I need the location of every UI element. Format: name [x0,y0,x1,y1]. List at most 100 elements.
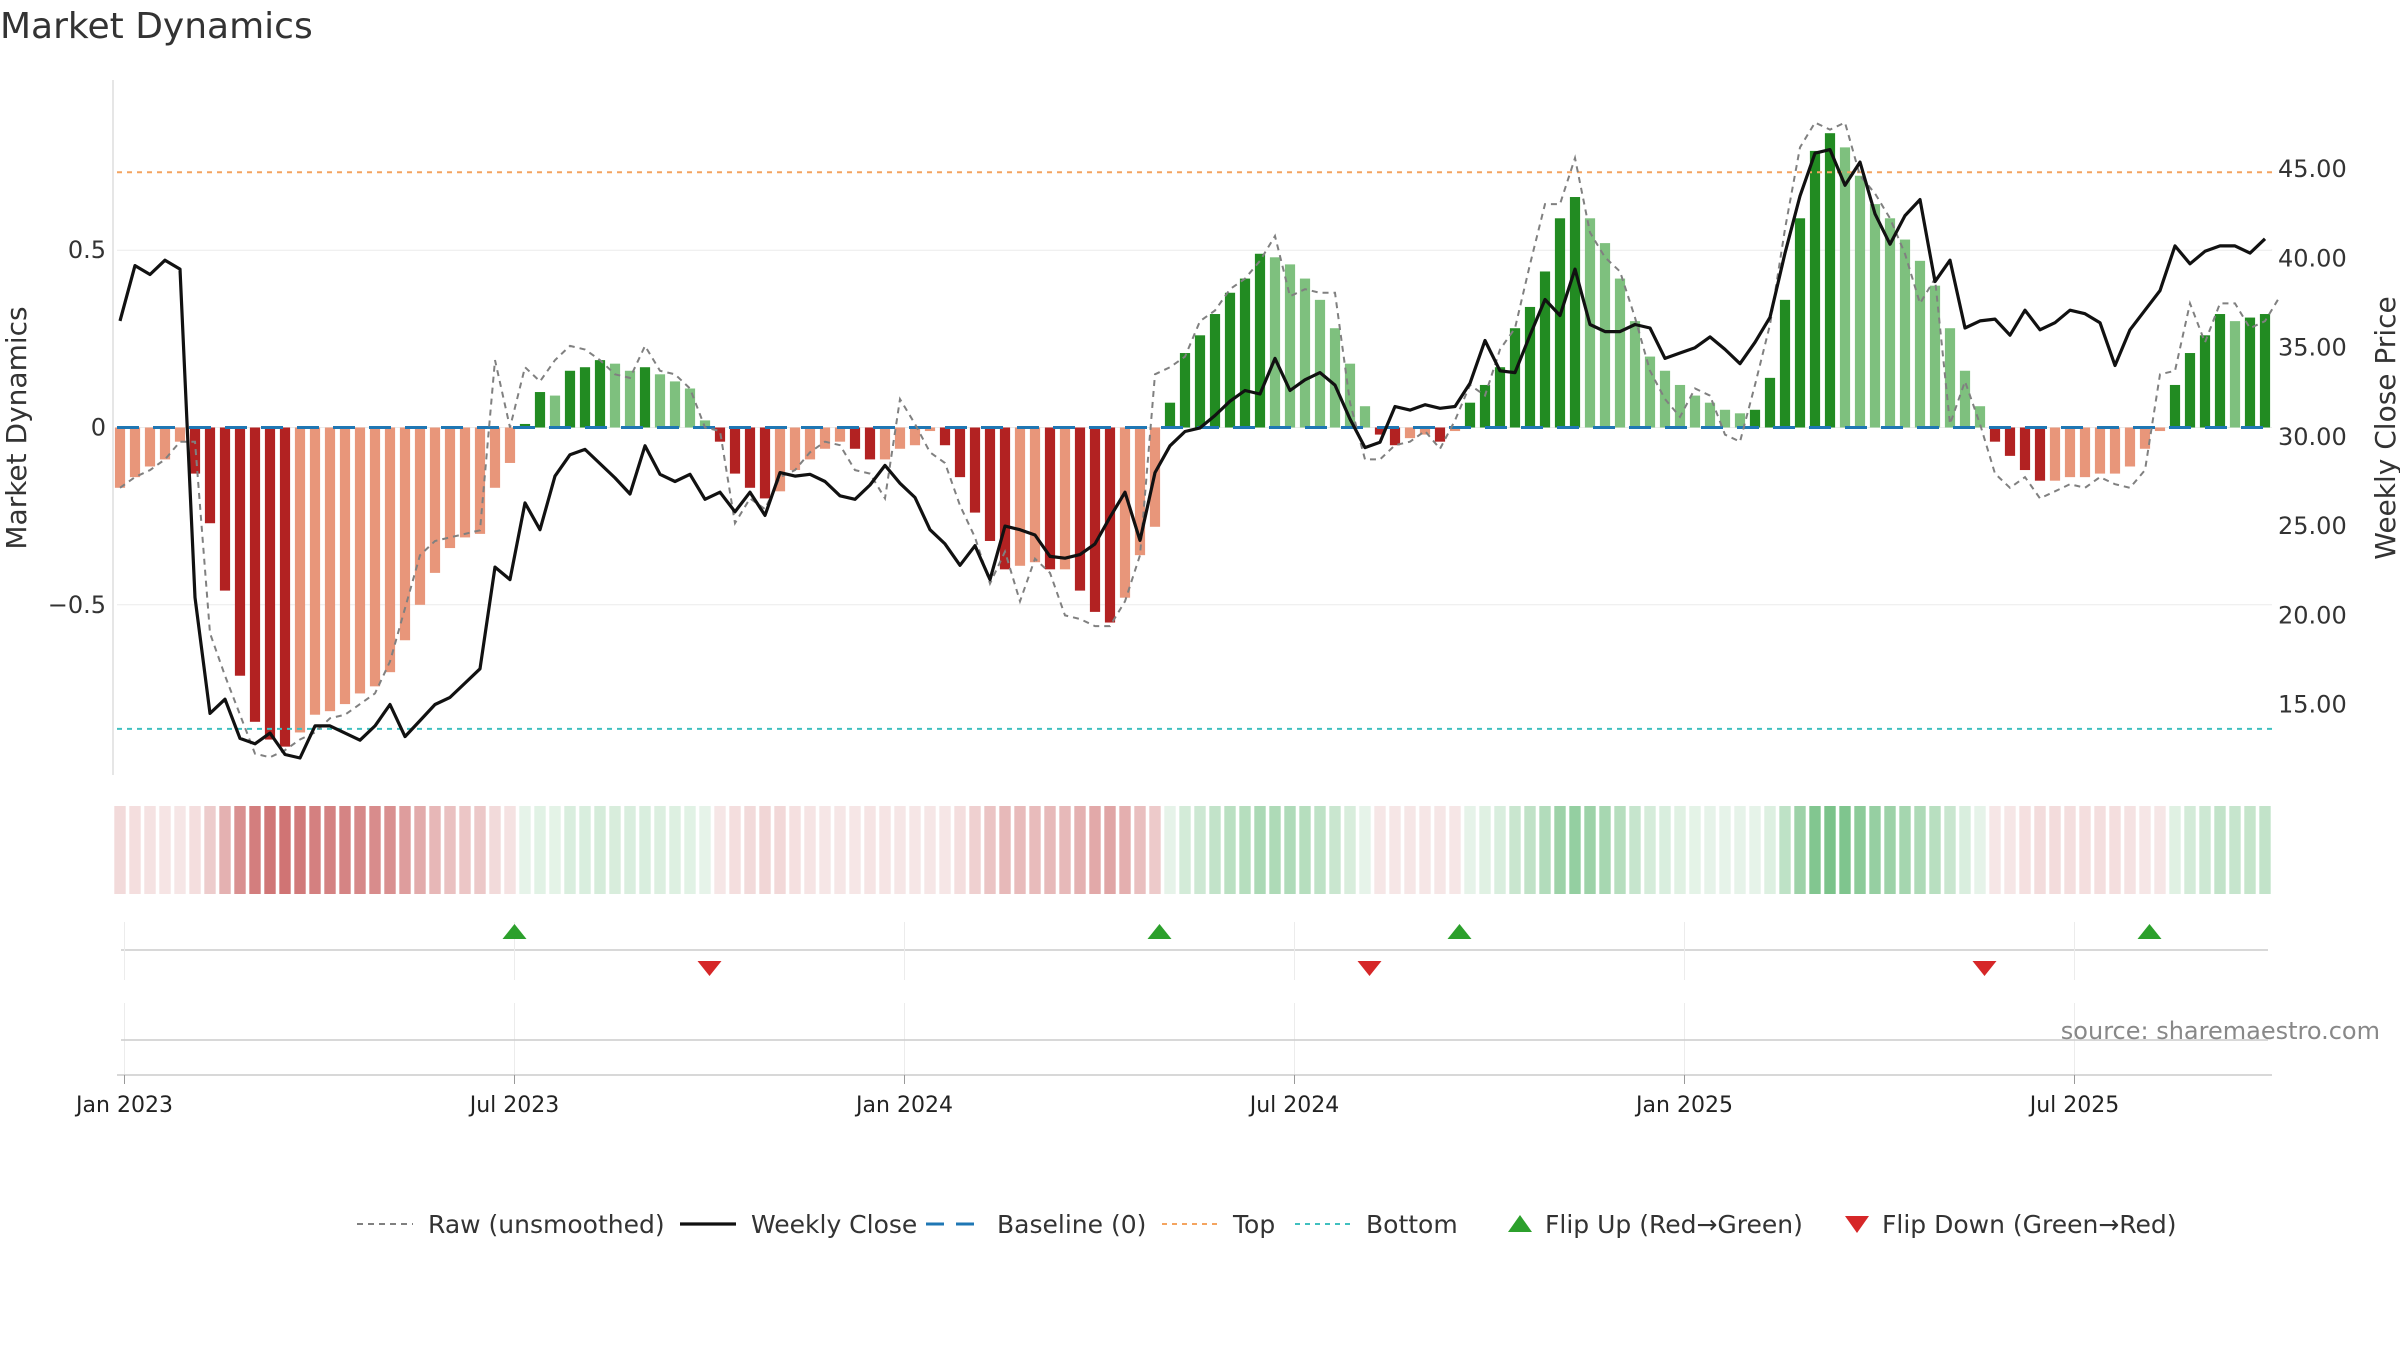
regime-cell [1179,806,1191,894]
regime-cell [1689,806,1701,894]
right-axis-tick-label: 20.00 [2278,601,2347,629]
bar [1719,409,1731,428]
regime-cell [1014,806,1026,894]
regime-cell [789,806,801,894]
bar [1074,427,1086,591]
bar [1269,257,1281,428]
bar [204,427,216,524]
regime-cell [1314,806,1326,894]
regime-cell [1764,806,1776,894]
regime-cell [354,806,366,894]
legend: Raw (unsmoothed) Weekly Close Baseline (0)… [357,1210,2177,1239]
bar [1449,427,1461,432]
regime-cell [189,806,201,894]
bar [249,427,261,722]
regime-cell [264,806,276,894]
regime-cell [1479,806,1491,894]
bar [2139,427,2151,449]
right-axis-tick-label: 25.00 [2278,512,2347,540]
bar [1254,253,1266,428]
bar [1914,260,1926,428]
left-axis-tick-label: −0.5 [48,591,106,619]
regime-cell [579,806,591,894]
regime-cell [399,806,411,894]
regime-cell [729,806,741,894]
bar [624,370,636,428]
right-axis-tick-label: 15.00 [2278,691,2347,719]
regime-cell [2094,806,2106,894]
legend-label: Bottom [1366,1210,1458,1239]
regime-cell [1929,806,1941,894]
bar [1089,427,1101,612]
regime-cell [1854,806,1866,894]
bar [1944,328,1956,428]
regime-cell [1104,806,1116,894]
regime-cell [2199,806,2211,894]
regime-cell [234,806,246,894]
bar [1929,285,1941,428]
bar [369,427,381,687]
bar [144,427,156,467]
bar [264,427,276,740]
bar [969,427,981,513]
regime-cell [474,806,486,894]
bar [1104,427,1116,623]
x-axis-tick-label: Jan 2023 [74,1093,173,1118]
regime-cell [489,806,501,894]
right-axis-tick-label: 30.00 [2278,423,2347,451]
regime-cell [1164,806,1176,894]
bar [1239,278,1251,428]
regime-cell [1614,806,1626,894]
regime-cell [1134,806,1146,894]
regime-cell [684,806,696,894]
bar [879,427,891,460]
bar [834,427,846,442]
bar [1344,363,1356,428]
bar [1419,427,1431,435]
bar [1539,271,1551,428]
bar [504,427,516,463]
regime-cell [2049,806,2061,894]
regime-cell [1254,806,1266,894]
bar [459,427,471,538]
bar [2004,427,2016,456]
raw-unsmoothed-line [119,121,2281,759]
regime-cell [1149,806,1161,894]
regime-cell [609,806,621,894]
regime-cell [1494,806,1506,894]
regime-cell [549,806,561,894]
regime-cell [2244,806,2256,894]
bar [1854,175,1866,428]
bar [2064,427,2076,478]
chart-title: Market Dynamics [0,6,313,47]
flip-up-marker [1447,924,1472,939]
regime-cell [639,806,651,894]
regime-cell [429,806,441,894]
bar [1299,278,1311,428]
bar [1974,406,1986,428]
bar [2049,427,2061,481]
x-axis-tick-label: Jan 2024 [854,1093,953,1118]
legend-item: Raw (unsmoothed) [357,1210,665,1239]
bar [1839,147,1851,428]
legend-item: Weekly Close [680,1210,917,1239]
regime-cell [534,806,546,894]
regime-cell [1629,806,1641,894]
bar [669,381,681,428]
bar [429,427,441,573]
bar [114,427,126,488]
bar [519,423,531,428]
bar [1194,335,1206,428]
legend-label: Flip Down (Green→Red) [1882,1210,2177,1239]
regime-cell [1914,806,1926,894]
regime-cell [2064,806,2076,894]
bar [1959,370,1971,428]
legend-label: Weekly Close [751,1210,917,1239]
left-axis-tick-label: 0 [91,414,106,442]
regime-cell [834,806,846,894]
bar [2259,314,2271,428]
regime-cell [1269,806,1281,894]
bar [1989,427,2001,442]
regime-cell [1194,806,1206,894]
regime-cell [1224,806,1236,894]
